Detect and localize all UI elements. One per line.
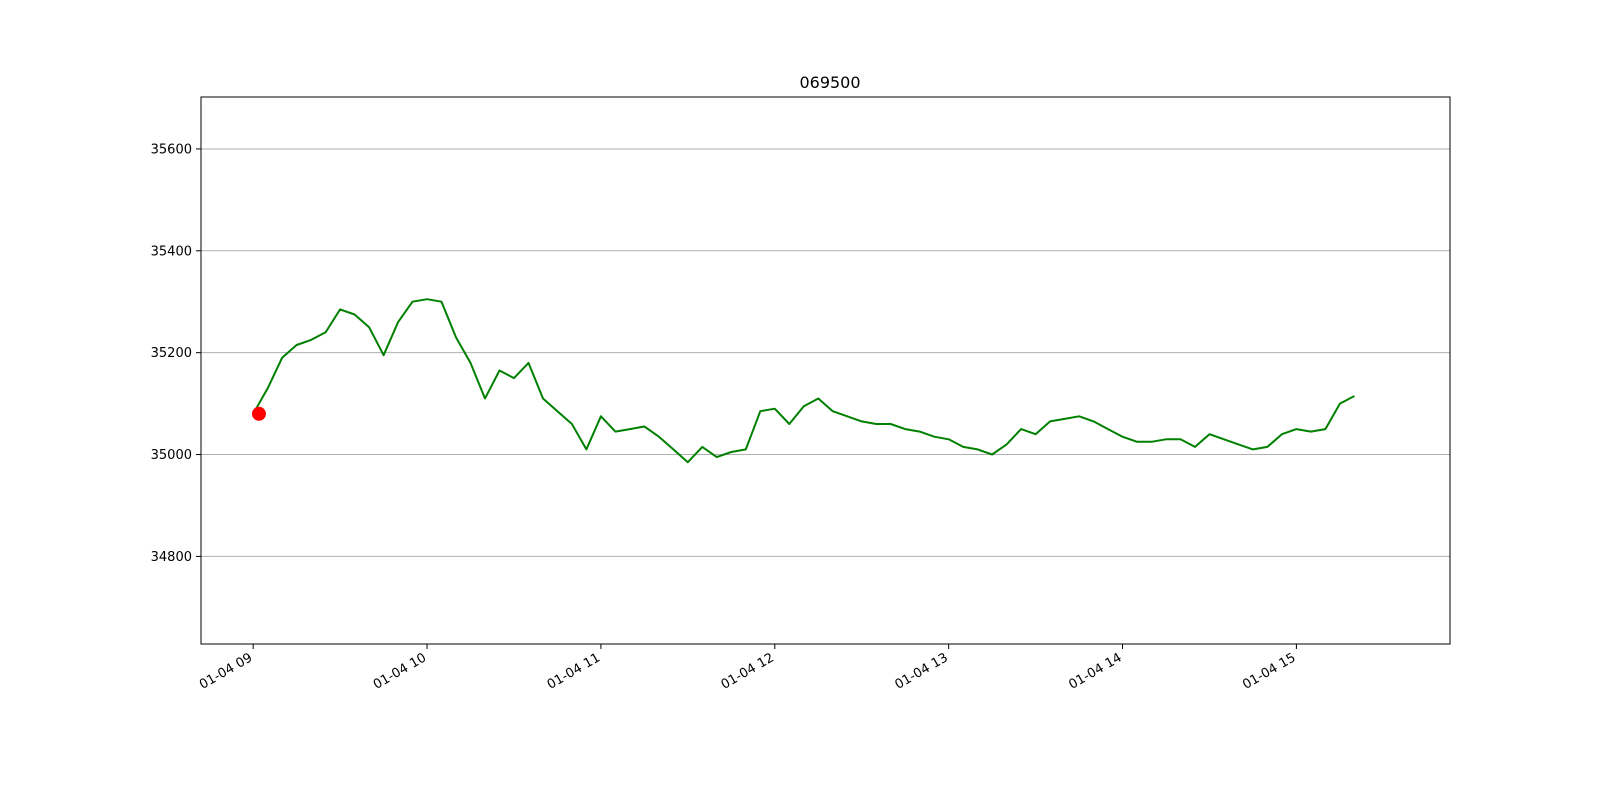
- x-tick-label: 01-04 13: [893, 650, 951, 692]
- x-tick-label: 01-04 09: [197, 650, 255, 692]
- chart-title: 069500: [799, 73, 860, 92]
- y-tick-label: 35400: [151, 244, 192, 259]
- y-tick-label: 35200: [151, 346, 192, 361]
- series-layer: [252, 298, 1355, 464]
- y-tick-label: 34800: [151, 550, 192, 565]
- grid: [201, 148, 1450, 557]
- x-tick-label: 01-04 12: [719, 650, 777, 692]
- x-tick-label: 01-04 11: [545, 650, 603, 692]
- x-tick-label: 01-04 14: [1066, 650, 1124, 692]
- marker-layer: [251, 406, 266, 421]
- plot-frame: [200, 96, 1451, 645]
- y-axis: 34800 35000 35200 35400 35600: [151, 142, 201, 565]
- x-axis: 01-04 09 01-04 10 01-04 11 01-04 12 01-04 13…: [197, 644, 1298, 693]
- x-tick-label: 01-04 10: [371, 650, 429, 692]
- y-tick-label: 35600: [151, 142, 192, 157]
- y-tick-label: 35000: [151, 448, 192, 463]
- series-line: [252, 298, 1355, 464]
- start-marker: [251, 406, 266, 421]
- x-tick-label: 01-04 15: [1240, 650, 1298, 692]
